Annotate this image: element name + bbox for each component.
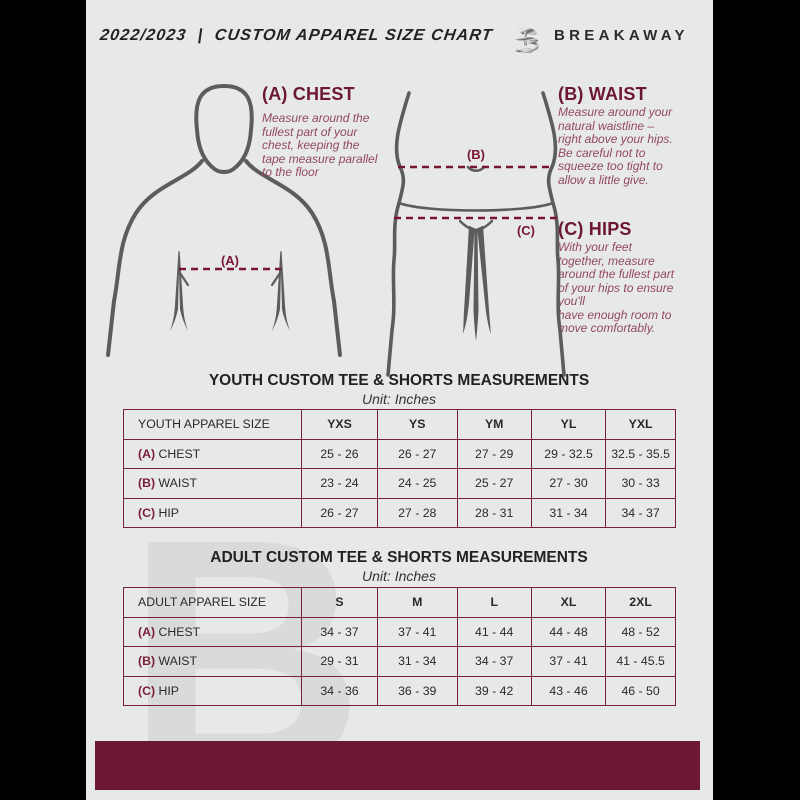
svg-text:(B): (B) xyxy=(467,147,485,162)
svg-text:(C): (C) xyxy=(517,223,535,238)
svg-text:(A): (A) xyxy=(221,253,239,268)
